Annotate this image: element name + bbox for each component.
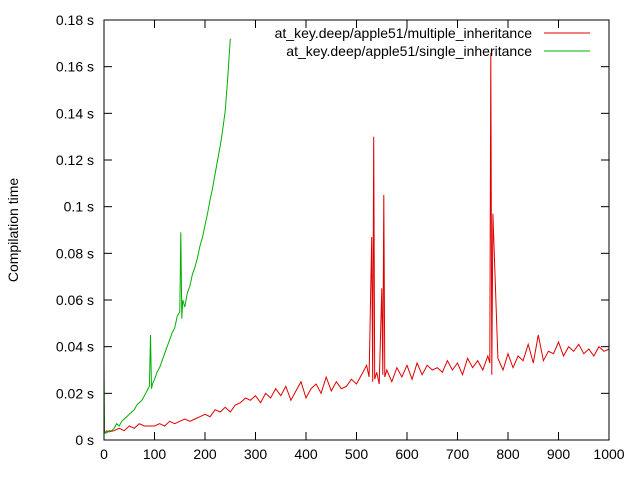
- y-tick-label: 0.18 s: [56, 12, 94, 28]
- y-axis-label: Compilation time: [5, 178, 21, 282]
- x-tick-label: 500: [345, 446, 369, 462]
- y-tick-label: 0.14 s: [56, 105, 94, 121]
- series-line-single-inheritance: [103, 38, 231, 434]
- y-tick-label: 0.08 s: [56, 245, 94, 261]
- legend-label: at_key.deep/apple51/single_inheritance: [286, 43, 532, 59]
- x-tick-label: 100: [143, 446, 167, 462]
- y-tick-label: 0.16 s: [56, 59, 94, 75]
- series-line-multiple-inheritance: [104, 52, 610, 434]
- x-tick-label: 700: [446, 446, 470, 462]
- x-tick-label: 300: [244, 446, 268, 462]
- x-tick-label: 200: [193, 446, 217, 462]
- x-tick-label: 600: [395, 446, 419, 462]
- x-tick-label: 900: [547, 446, 571, 462]
- x-tick-label: 800: [496, 446, 520, 462]
- axes: 0 100 200 300 400 500 600 700 800 900 1000 0 s 0.02 …: [56, 12, 625, 462]
- y-tick-label: 0.06 s: [56, 292, 94, 308]
- legend-label: at_key.deep/apple51/multiple_inheritance: [275, 25, 533, 41]
- y-tick-label: 0 s: [75, 432, 94, 448]
- y-tick-label: 0.04 s: [56, 339, 94, 355]
- y-tick-label: 0.02 s: [56, 385, 94, 401]
- y-tick-label: 0.12 s: [56, 152, 94, 168]
- x-tick-label: 0: [100, 446, 108, 462]
- legend: at_key.deep/apple51/multiple_inheritance…: [275, 25, 590, 59]
- x-tick-label: 1000: [593, 446, 624, 462]
- y-tick-label: 0.1 s: [64, 199, 94, 215]
- series-layer: [103, 38, 610, 434]
- x-tick-label: 400: [294, 446, 318, 462]
- plot-frame: [103, 19, 610, 441]
